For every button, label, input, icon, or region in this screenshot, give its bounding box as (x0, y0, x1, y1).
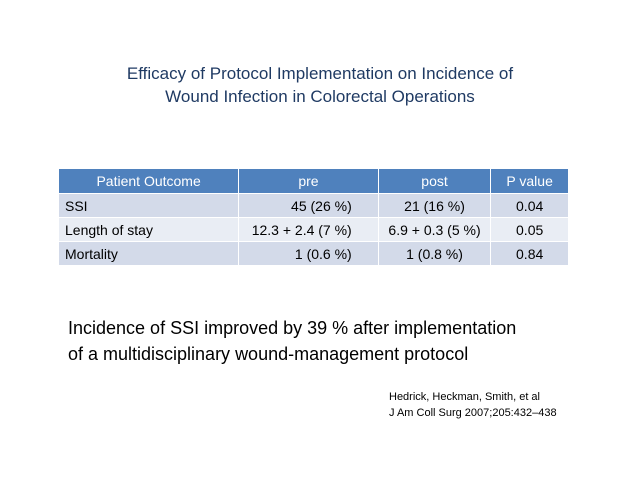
cell-pre: 1 (0.6 %) (239, 242, 378, 265)
citation-authors: Hedrick, Heckman, Smith, et al (389, 391, 540, 403)
table-row: Length of stay 12.3 + 2.4 (7 %) 6.9 + 0.… (59, 218, 568, 241)
cell-outcome: SSI (59, 194, 239, 217)
cell-p-value: 0.04 (491, 194, 568, 217)
summary-statement: Incidence of SSI improved by 39 % after … (68, 315, 588, 367)
summary-line-2: of a multidisciplinary wound-management … (68, 344, 469, 364)
slide-title-line-2: Wound Infection in Colorectal Operations (165, 87, 475, 106)
cell-p-value: 0.05 (491, 218, 568, 241)
slide-title-line-1: Efficacy of Protocol Implementation on I… (126, 64, 514, 83)
cell-pre: 12.3 + 2.4 (7 %) (239, 218, 378, 241)
table-row: Mortality 1 (0.6 %) 1 (0.8 %) 0.84 (59, 242, 568, 265)
table-row: SSI 45 (26 %) 21 (16 %) 0.04 (59, 194, 568, 217)
cell-post: 1 (0.8 %) (378, 242, 491, 265)
citation: Hedrick, Heckman, Smith, et al J Am Coll… (389, 389, 619, 421)
header-post: post (378, 169, 491, 193)
cell-pre: 45 (26 %) (239, 194, 378, 217)
cell-p-value: 0.84 (491, 242, 568, 265)
cell-post: 6.9 + 0.3 (5 %) (378, 218, 491, 241)
header-pre: pre (239, 169, 378, 193)
header-patient-outcome: Patient Outcome (59, 169, 239, 193)
outcomes-table-container: Patient Outcome pre post P value SSI 45 … (58, 168, 569, 266)
header-p-value: P value (491, 169, 568, 193)
outcomes-table: Patient Outcome pre post P value SSI 45 … (58, 168, 569, 266)
slide-title: Efficacy of Protocol Implementation on I… (40, 62, 600, 108)
summary-line-1: Incidence of SSI improved by 39 % after … (68, 318, 517, 338)
table-header-row: Patient Outcome pre post P value (59, 169, 568, 193)
citation-journal: J Am Coll Surg 2007;205:432–438 (389, 407, 557, 419)
cell-post: 21 (16 %) (378, 194, 491, 217)
cell-outcome: Length of stay (59, 218, 239, 241)
cell-outcome: Mortality (59, 242, 239, 265)
